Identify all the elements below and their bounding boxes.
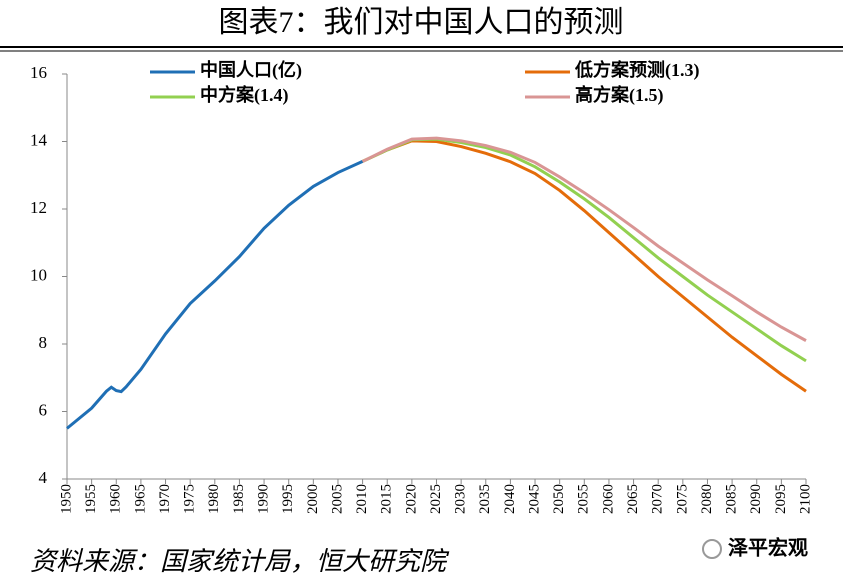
y-tick-label: 16 — [30, 63, 47, 82]
series-line — [361, 137, 807, 363]
x-tick-label: 2000 — [305, 484, 321, 514]
x-tick-label: 2035 — [477, 484, 493, 514]
legend-label: 高方案(1.5) — [575, 84, 664, 106]
x-tick-label: 2040 — [502, 484, 518, 514]
x-tick-label: 2050 — [551, 484, 567, 514]
x-tick-label: 2065 — [625, 484, 641, 514]
x-tick-label: 2030 — [453, 484, 469, 514]
x-tick-label: 2090 — [748, 484, 764, 514]
source-note: 资料来源：国家统计局，恒大研究院 — [30, 547, 450, 576]
x-tick-label: 1955 — [83, 484, 99, 514]
watermark: 泽平宏观 — [728, 536, 808, 560]
y-tick-label: 6 — [39, 400, 48, 419]
x-tick-label: 1975 — [182, 484, 198, 514]
y-tick-label: 14 — [30, 130, 48, 149]
x-tick-label: 2005 — [329, 484, 345, 514]
y-tick-label: 10 — [30, 265, 47, 284]
x-tick-label: 2010 — [354, 484, 370, 514]
x-tick-label: 1985 — [231, 484, 247, 514]
x-tick-label: 1950 — [58, 484, 74, 514]
x-tick-label: 2060 — [600, 484, 616, 514]
y-tick-label: 12 — [30, 198, 47, 217]
series-line — [361, 136, 807, 342]
x-tick-label: 2095 — [773, 484, 789, 514]
y-tick-label: 8 — [39, 333, 48, 352]
x-tick-label: 1995 — [280, 484, 296, 514]
legend-label: 中方案(1.4) — [200, 84, 289, 106]
x-tick-label: 2055 — [576, 484, 592, 514]
x-tick-label: 2080 — [699, 484, 715, 514]
x-tick-label: 2045 — [526, 484, 542, 514]
x-tick-label: 2085 — [724, 484, 740, 514]
chart-title: 图表7：我们对中国人口的预测 — [219, 6, 624, 39]
x-tick-label: 1970 — [157, 484, 173, 514]
x-tick-label: 1960 — [108, 484, 124, 514]
x-tick-label: 2025 — [428, 484, 444, 514]
x-tick-label: 1990 — [256, 484, 272, 514]
series-line — [66, 160, 364, 430]
x-tick-label: 2070 — [650, 484, 666, 514]
x-tick-label: 2100 — [797, 484, 813, 514]
x-tick-label: 1965 — [132, 484, 148, 514]
x-tick-label: 2020 — [403, 484, 419, 514]
legend-label: 低方案预测(1.3) — [574, 59, 700, 81]
y-tick-label: 4 — [39, 468, 48, 487]
x-tick-label: 2075 — [674, 484, 690, 514]
series-line — [361, 139, 807, 393]
watermark-icon — [702, 539, 722, 559]
x-tick-label: 2015 — [379, 484, 395, 514]
legend-label: 中国人口(亿) — [200, 59, 302, 81]
x-tick-label: 1980 — [206, 484, 222, 514]
